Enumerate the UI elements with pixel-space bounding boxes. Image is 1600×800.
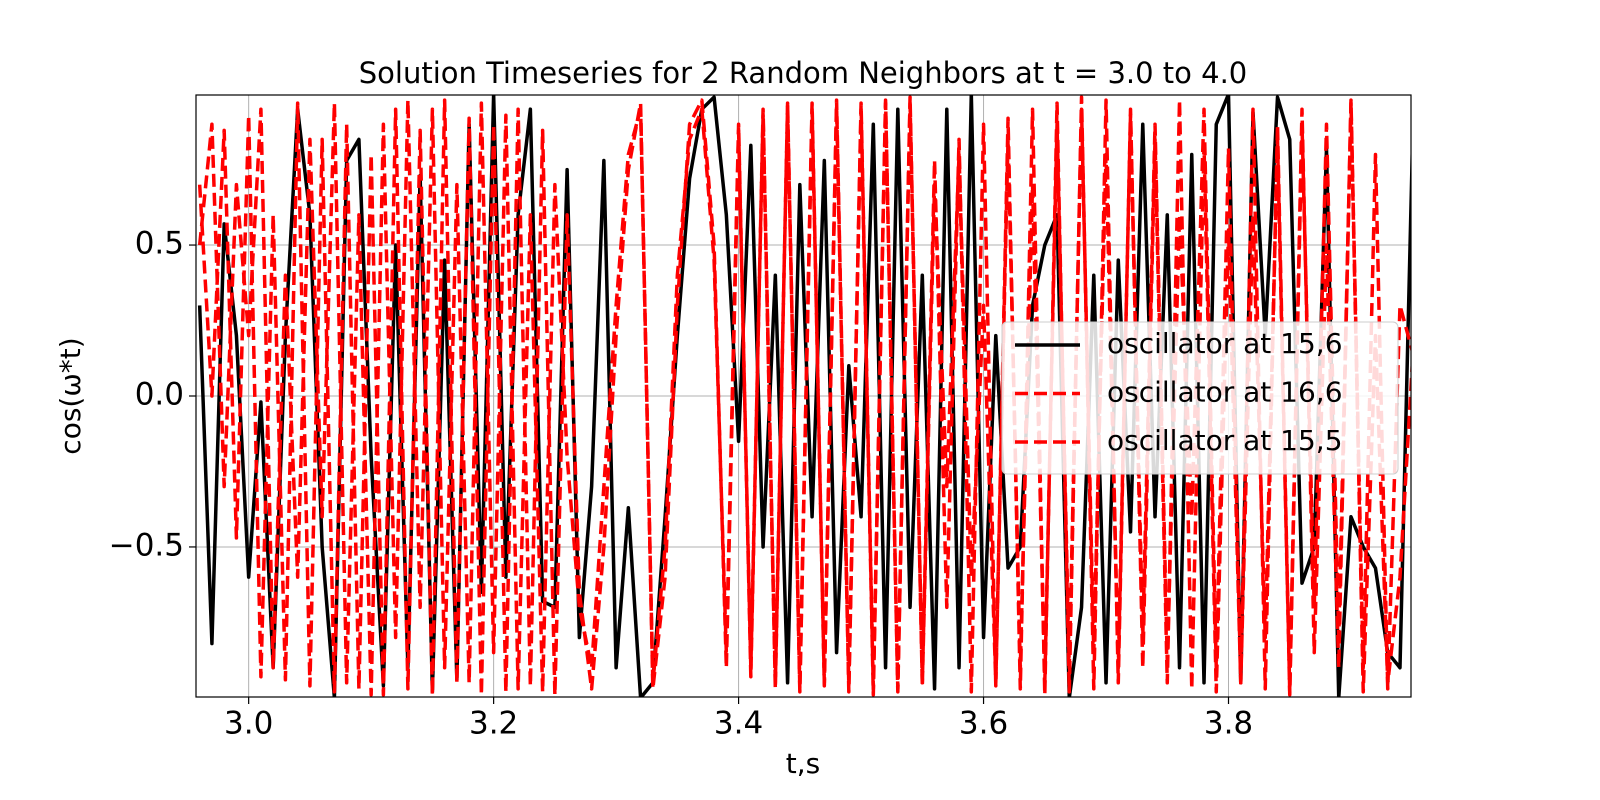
x-tick-label: 3.6 — [959, 706, 1008, 742]
series-line — [197, 95, 1411, 697]
y-tick-label: 0.5 — [135, 226, 184, 262]
x-axis-label: t,s — [786, 747, 820, 780]
legend-label: oscillator at 16,6 — [1107, 376, 1343, 409]
x-tick-label: 3.8 — [1204, 706, 1253, 742]
legend-box — [1001, 321, 1399, 475]
legend: oscillator at 15,6 oscillator at 16,6 osci… — [1001, 321, 1399, 475]
y-tick-label: 0.0 — [135, 377, 184, 413]
chart-title: Solution Timeseries for 2 Random Neighbo… — [359, 56, 1248, 90]
legend-label: oscillator at 15,5 — [1107, 424, 1343, 457]
series-line — [197, 98, 1411, 697]
x-tick-label: 3.4 — [714, 706, 763, 742]
x-tick-label: 3.2 — [469, 706, 518, 742]
x-tick-label: 3.0 — [224, 706, 273, 742]
y-tick-label: −0.5 — [109, 527, 184, 563]
legend-label: oscillator at 15,6 — [1107, 327, 1343, 360]
y-axis-label: cos(ω*t) — [54, 337, 87, 454]
